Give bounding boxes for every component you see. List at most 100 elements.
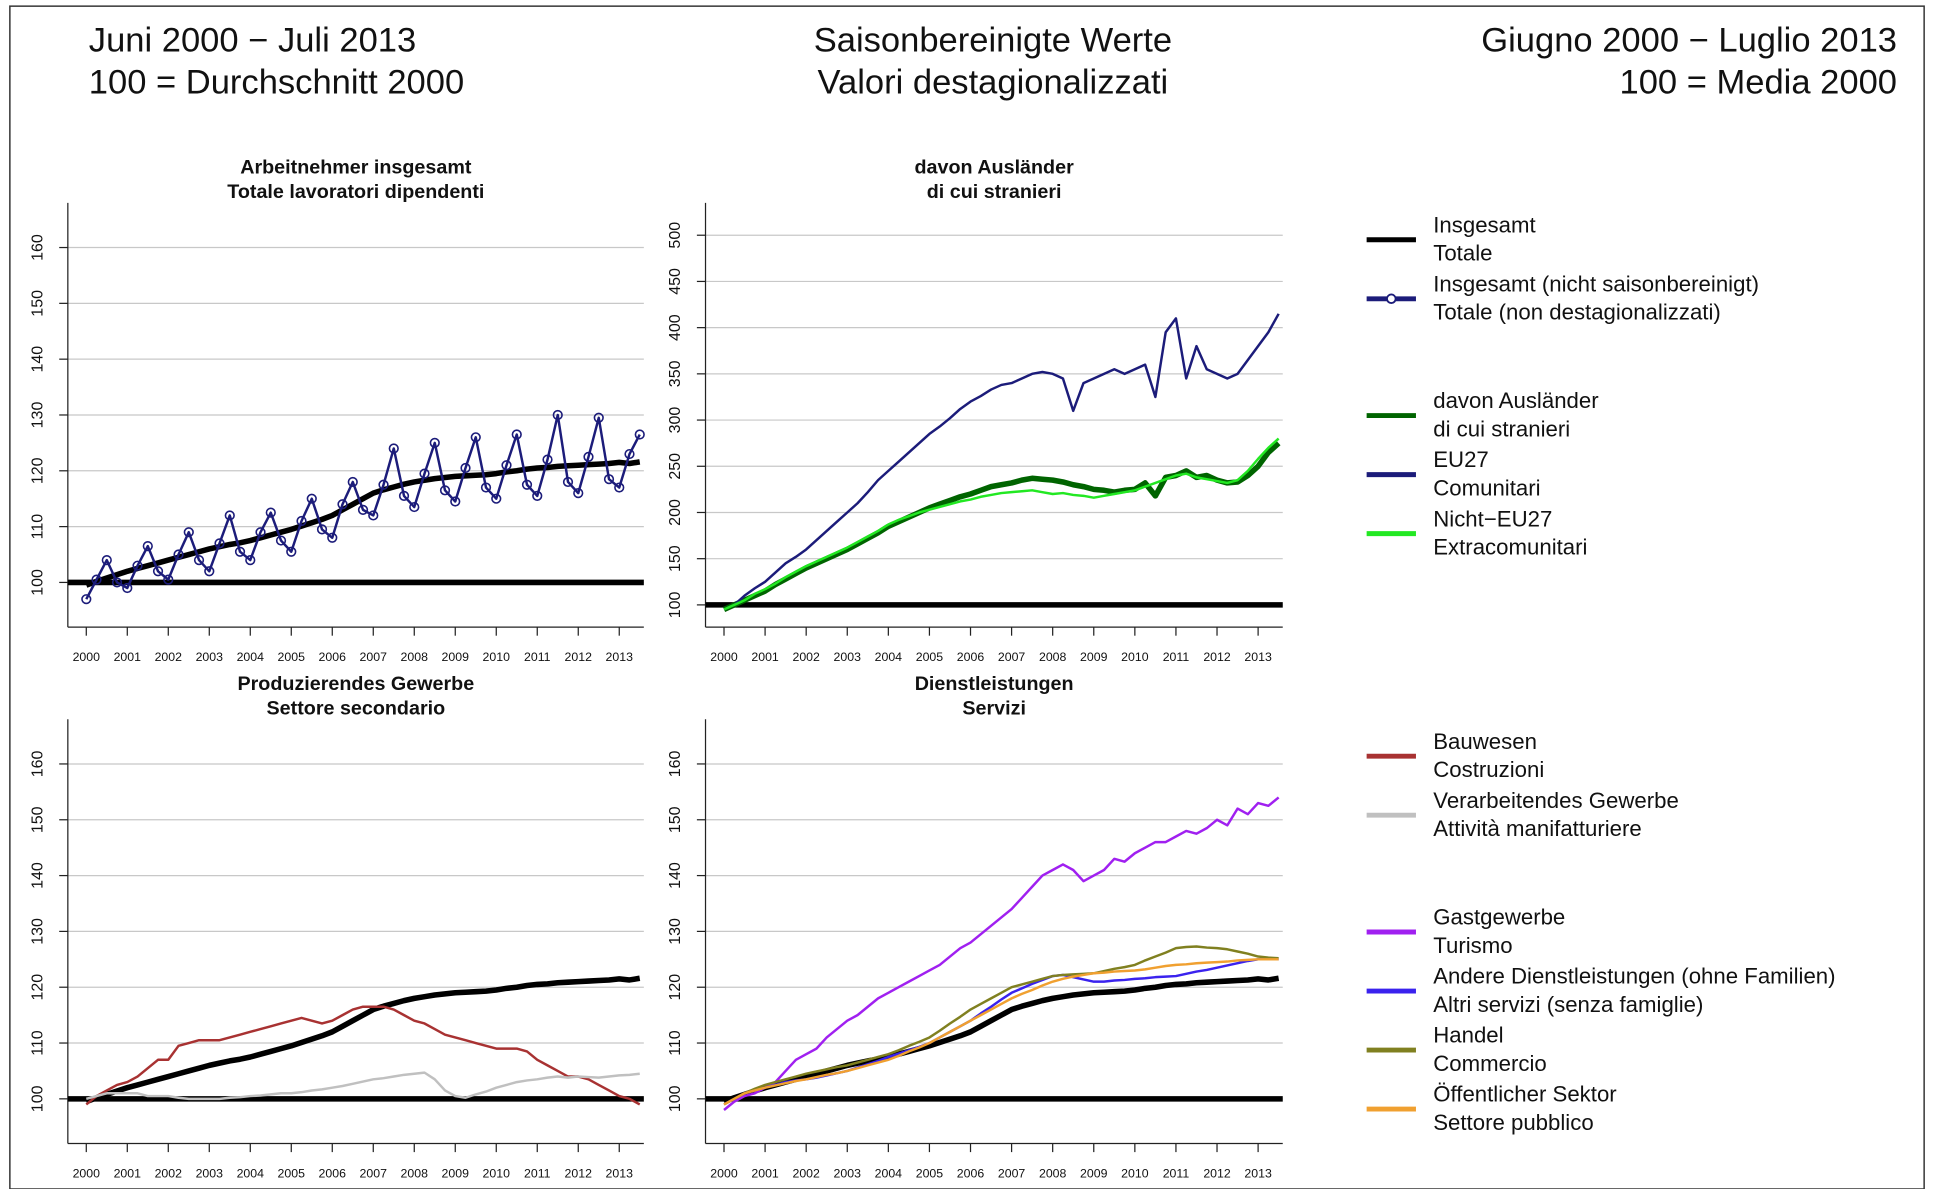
point-marker xyxy=(470,432,481,443)
x-tick-label: 2009 xyxy=(442,650,470,664)
y-tick-label: 150 xyxy=(667,545,684,572)
chart-title: Dienstleistungen xyxy=(915,673,1074,695)
x-tick-label: 2010 xyxy=(483,1167,511,1181)
header-line: Valori destagionalizzati xyxy=(817,62,1169,101)
x-tick-label: 2013 xyxy=(1244,1167,1272,1181)
chart-title: davon Ausländer xyxy=(915,157,1075,179)
y-tick-label: 140 xyxy=(667,862,684,889)
y-tick-label: 250 xyxy=(667,453,684,480)
x-tick-label: 2006 xyxy=(957,650,985,664)
x-tick-label: 2000 xyxy=(710,1167,738,1181)
x-tick-label: 2002 xyxy=(155,1167,183,1181)
legend-label: Insgesamt (nicht saisonbereinigt) Totale… xyxy=(1433,271,1760,325)
point-marker xyxy=(532,490,543,502)
legend-label: Andere Dienstleistungen (ohne Familien) … xyxy=(1433,963,1836,1017)
header-line: Saisonbereinigte Werte xyxy=(813,20,1173,60)
series-line xyxy=(723,437,1280,611)
point-marker xyxy=(624,448,635,460)
y-tick-label: 500 xyxy=(667,222,684,249)
y-tick-label: 100 xyxy=(667,591,684,618)
x-tick-label: 2008 xyxy=(401,650,429,664)
x-tick-label: 2004 xyxy=(875,1167,903,1181)
point-marker xyxy=(419,468,430,479)
legend-label: Insgesamt Totale xyxy=(1433,212,1536,266)
point-marker xyxy=(224,510,235,521)
y-tick-label: 130 xyxy=(29,402,46,429)
legend-label: Gastgewerbe Turismo xyxy=(1433,904,1566,958)
x-tick-label: 2008 xyxy=(401,1167,429,1181)
y-tick-label: 130 xyxy=(29,918,46,945)
y-tick-label: 160 xyxy=(29,234,46,261)
legend-marker xyxy=(1386,293,1397,305)
x-tick-label: 2009 xyxy=(1080,1167,1108,1181)
chart-subtitle: Settore secondario xyxy=(267,698,446,720)
y-tick-label: 160 xyxy=(667,751,684,778)
legend-label: EU27 Comunitari xyxy=(1433,447,1541,501)
x-tick-label: 2002 xyxy=(792,650,820,664)
x-tick-label: 2000 xyxy=(73,650,101,664)
series-line xyxy=(723,958,1279,1106)
point-marker xyxy=(306,493,317,504)
y-tick-label: 110 xyxy=(29,514,46,540)
point-marker xyxy=(163,574,174,585)
chart-title: Produzierendes Gewerbe xyxy=(237,673,474,695)
header-right: Giugno 2000 − Luglio 2013 100 = Media 20… xyxy=(1481,20,1897,104)
x-tick-label: 2007 xyxy=(998,650,1026,664)
y-tick-label: 100 xyxy=(29,569,46,596)
point-marker xyxy=(491,493,502,504)
chart-title: Arbeitnehmer insgesamt xyxy=(240,157,472,179)
chart-subtitle: Servizi xyxy=(962,698,1026,720)
legend-label: davon Ausländer di cui stranieri xyxy=(1433,388,1599,442)
series-line xyxy=(85,459,641,588)
header-line: Giugno 2000 − Luglio 2013 xyxy=(1481,20,1897,60)
series-line xyxy=(85,413,641,600)
x-tick-label: 2001 xyxy=(751,650,779,664)
x-tick-label: 2003 xyxy=(834,650,862,664)
chart-subtitle: Totale lavoratori dipendenti xyxy=(227,181,484,203)
point-marker xyxy=(204,566,215,577)
series-line xyxy=(85,975,641,1105)
point-marker xyxy=(583,451,594,462)
point-marker xyxy=(603,474,615,485)
y-tick-label: 400 xyxy=(667,314,684,341)
y-tick-label: 120 xyxy=(29,457,46,484)
y-tick-label: 150 xyxy=(667,806,684,833)
x-tick-label: 2005 xyxy=(278,650,306,664)
y-tick-label: 140 xyxy=(29,346,46,373)
x-tick-label: 2008 xyxy=(1039,1167,1067,1181)
x-tick-label: 2003 xyxy=(196,650,224,664)
x-tick-label: 2012 xyxy=(565,650,593,664)
x-tick-label: 2011 xyxy=(524,650,551,664)
y-tick-label: 160 xyxy=(29,751,46,778)
y-tick-label: 140 xyxy=(29,862,46,889)
x-tick-label: 2009 xyxy=(1080,650,1108,664)
series-line xyxy=(723,975,1280,1105)
point-marker xyxy=(234,546,246,557)
point-marker xyxy=(111,577,123,588)
point-marker xyxy=(542,454,553,465)
y-tick-label: 300 xyxy=(667,407,684,434)
x-tick-label: 2003 xyxy=(196,1167,224,1181)
point-marker xyxy=(214,538,225,549)
x-tick-label: 2006 xyxy=(319,650,347,664)
x-tick-label: 2007 xyxy=(360,650,388,664)
point-marker xyxy=(81,594,92,605)
x-tick-label: 2002 xyxy=(155,650,183,664)
y-tick-label: 100 xyxy=(29,1085,46,1112)
point-marker xyxy=(521,479,533,490)
chart-subtitle: di cui stranieri xyxy=(927,181,1062,203)
point-marker xyxy=(337,499,348,510)
point-marker xyxy=(552,409,563,421)
x-tick-label: 2005 xyxy=(916,650,944,664)
x-tick-label: 2013 xyxy=(1244,650,1272,664)
point-marker xyxy=(327,532,338,543)
point-marker xyxy=(173,549,184,560)
point-marker xyxy=(122,582,133,594)
point-marker xyxy=(562,476,574,488)
x-tick-label: 2006 xyxy=(957,1167,985,1181)
series-line xyxy=(85,1005,641,1106)
point-marker xyxy=(593,412,604,423)
x-tick-label: 2008 xyxy=(1039,650,1067,664)
header-line: Juni 2000 − Juli 2013 xyxy=(88,20,417,60)
